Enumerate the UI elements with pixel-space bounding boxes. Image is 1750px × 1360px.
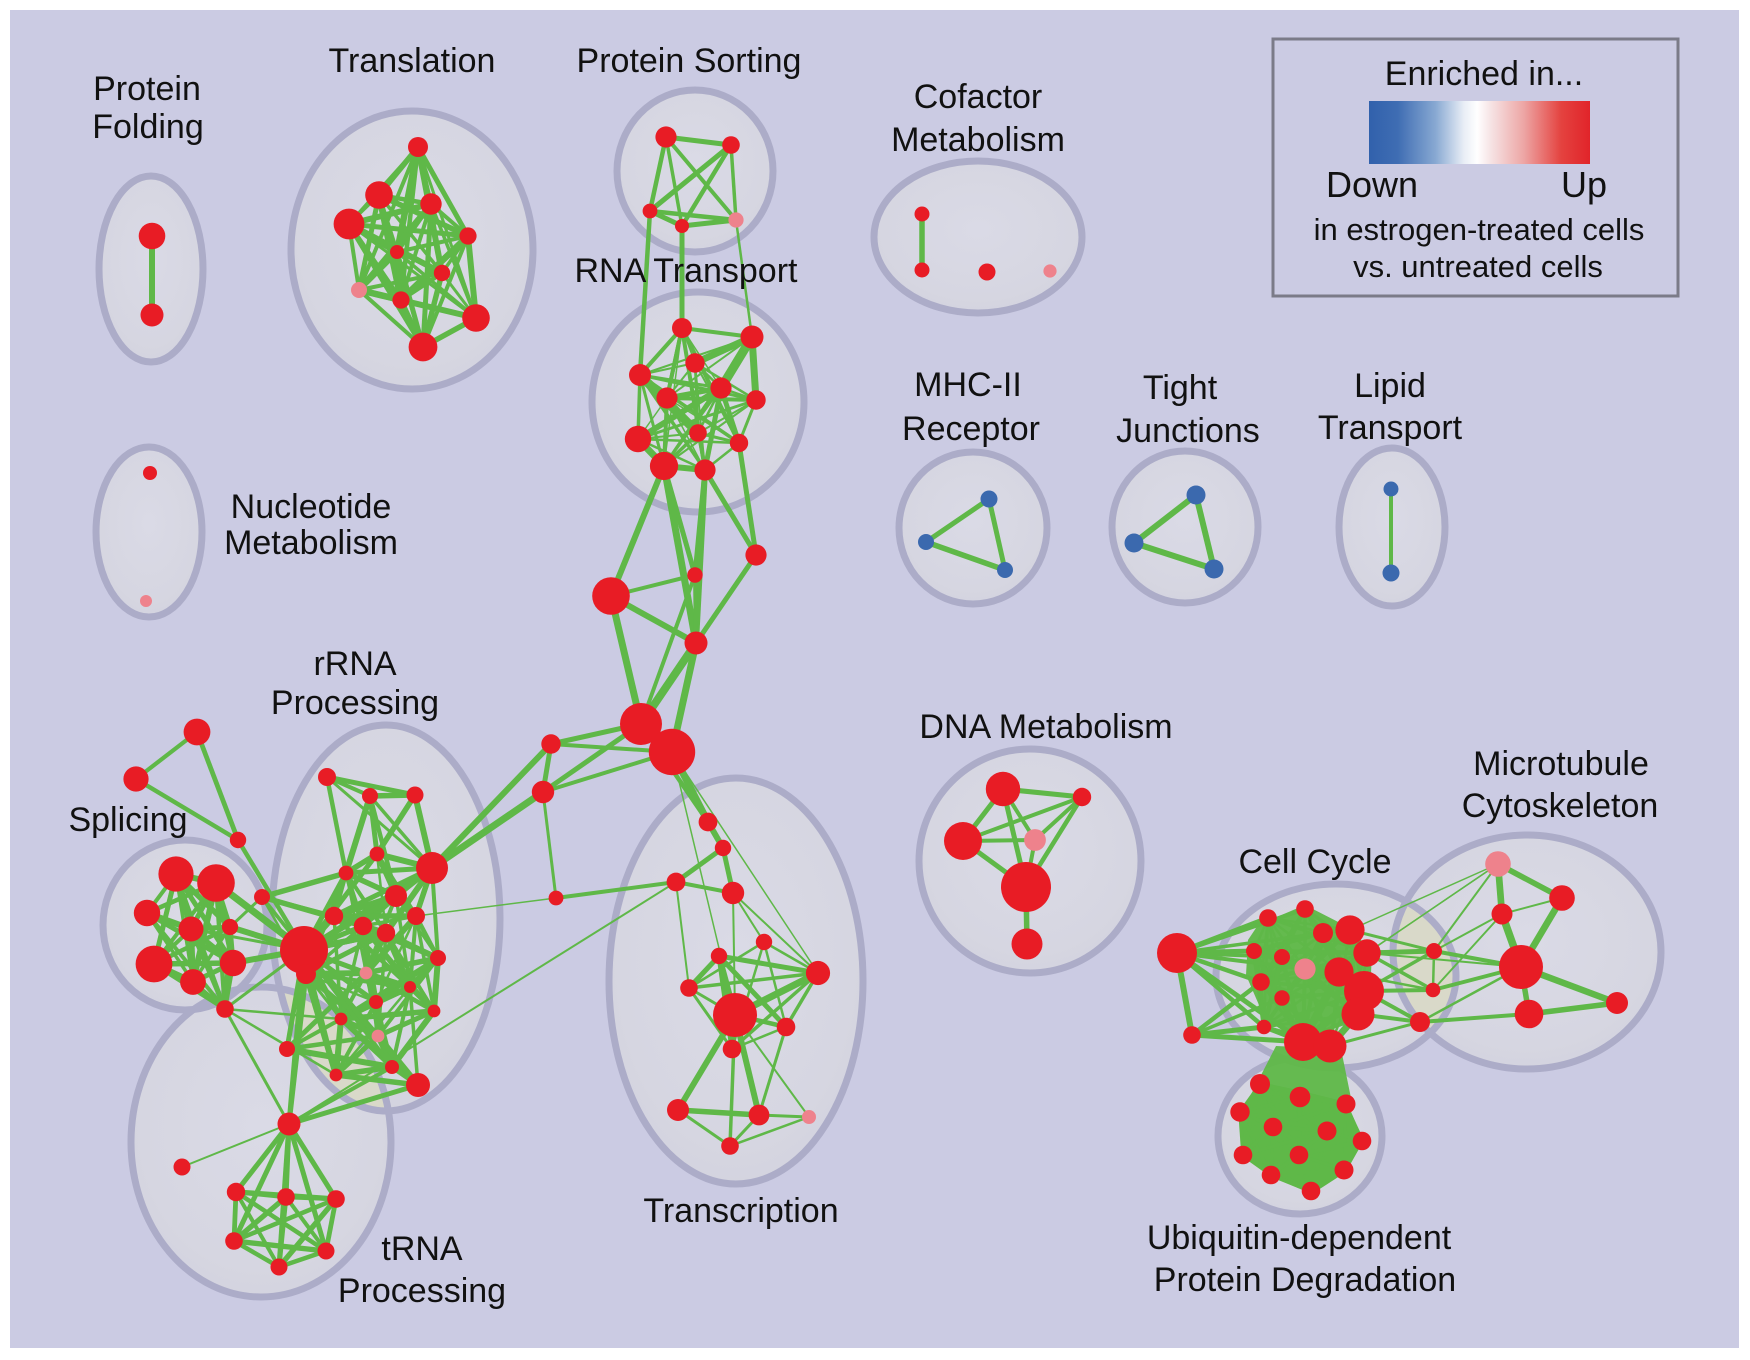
svg-text:Cytoskeleton: Cytoskeleton bbox=[1462, 787, 1659, 825]
svg-text:tRNA: tRNA bbox=[381, 1230, 463, 1268]
svg-text:Junctions: Junctions bbox=[1116, 412, 1260, 450]
svg-text:Cofactor: Cofactor bbox=[914, 78, 1043, 116]
svg-text:Lipid: Lipid bbox=[1354, 367, 1426, 405]
svg-text:Splicing: Splicing bbox=[68, 801, 187, 839]
svg-text:rRNA: rRNA bbox=[313, 645, 396, 683]
svg-text:Ubiquitin-dependent: Ubiquitin-dependent bbox=[1147, 1219, 1452, 1257]
svg-text:Transcription: Transcription bbox=[643, 1192, 838, 1230]
svg-text:Processing: Processing bbox=[338, 1272, 506, 1310]
svg-text:Transport: Transport bbox=[1318, 409, 1463, 447]
svg-text:Metabolism: Metabolism bbox=[891, 121, 1065, 159]
svg-text:in estrogen-treated cells: in estrogen-treated cells bbox=[1314, 212, 1645, 247]
svg-text:Processing: Processing bbox=[271, 684, 439, 722]
svg-text:Folding: Folding bbox=[92, 108, 204, 146]
svg-text:Protein: Protein bbox=[93, 70, 201, 108]
svg-text:Cell Cycle: Cell Cycle bbox=[1238, 843, 1391, 881]
svg-text:Tight: Tight bbox=[1143, 369, 1218, 407]
svg-text:Metabolism: Metabolism bbox=[224, 524, 398, 562]
svg-text:Protein Sorting: Protein Sorting bbox=[577, 42, 802, 80]
svg-text:Receptor: Receptor bbox=[902, 410, 1040, 448]
svg-text:DNA Metabolism: DNA Metabolism bbox=[919, 708, 1172, 746]
svg-text:MHC-II: MHC-II bbox=[914, 366, 1022, 404]
svg-text:Up: Up bbox=[1561, 164, 1607, 205]
svg-text:Microtubule: Microtubule bbox=[1473, 745, 1649, 783]
svg-text:Nucleotide: Nucleotide bbox=[231, 488, 392, 526]
svg-text:Down: Down bbox=[1326, 164, 1418, 205]
svg-text:Translation: Translation bbox=[329, 42, 496, 80]
svg-text:Enriched in...: Enriched in... bbox=[1385, 55, 1583, 93]
svg-text:Protein Degradation: Protein Degradation bbox=[1154, 1261, 1456, 1299]
svg-text:RNA Transport: RNA Transport bbox=[575, 252, 799, 290]
svg-text:vs. untreated cells: vs. untreated cells bbox=[1353, 249, 1603, 284]
